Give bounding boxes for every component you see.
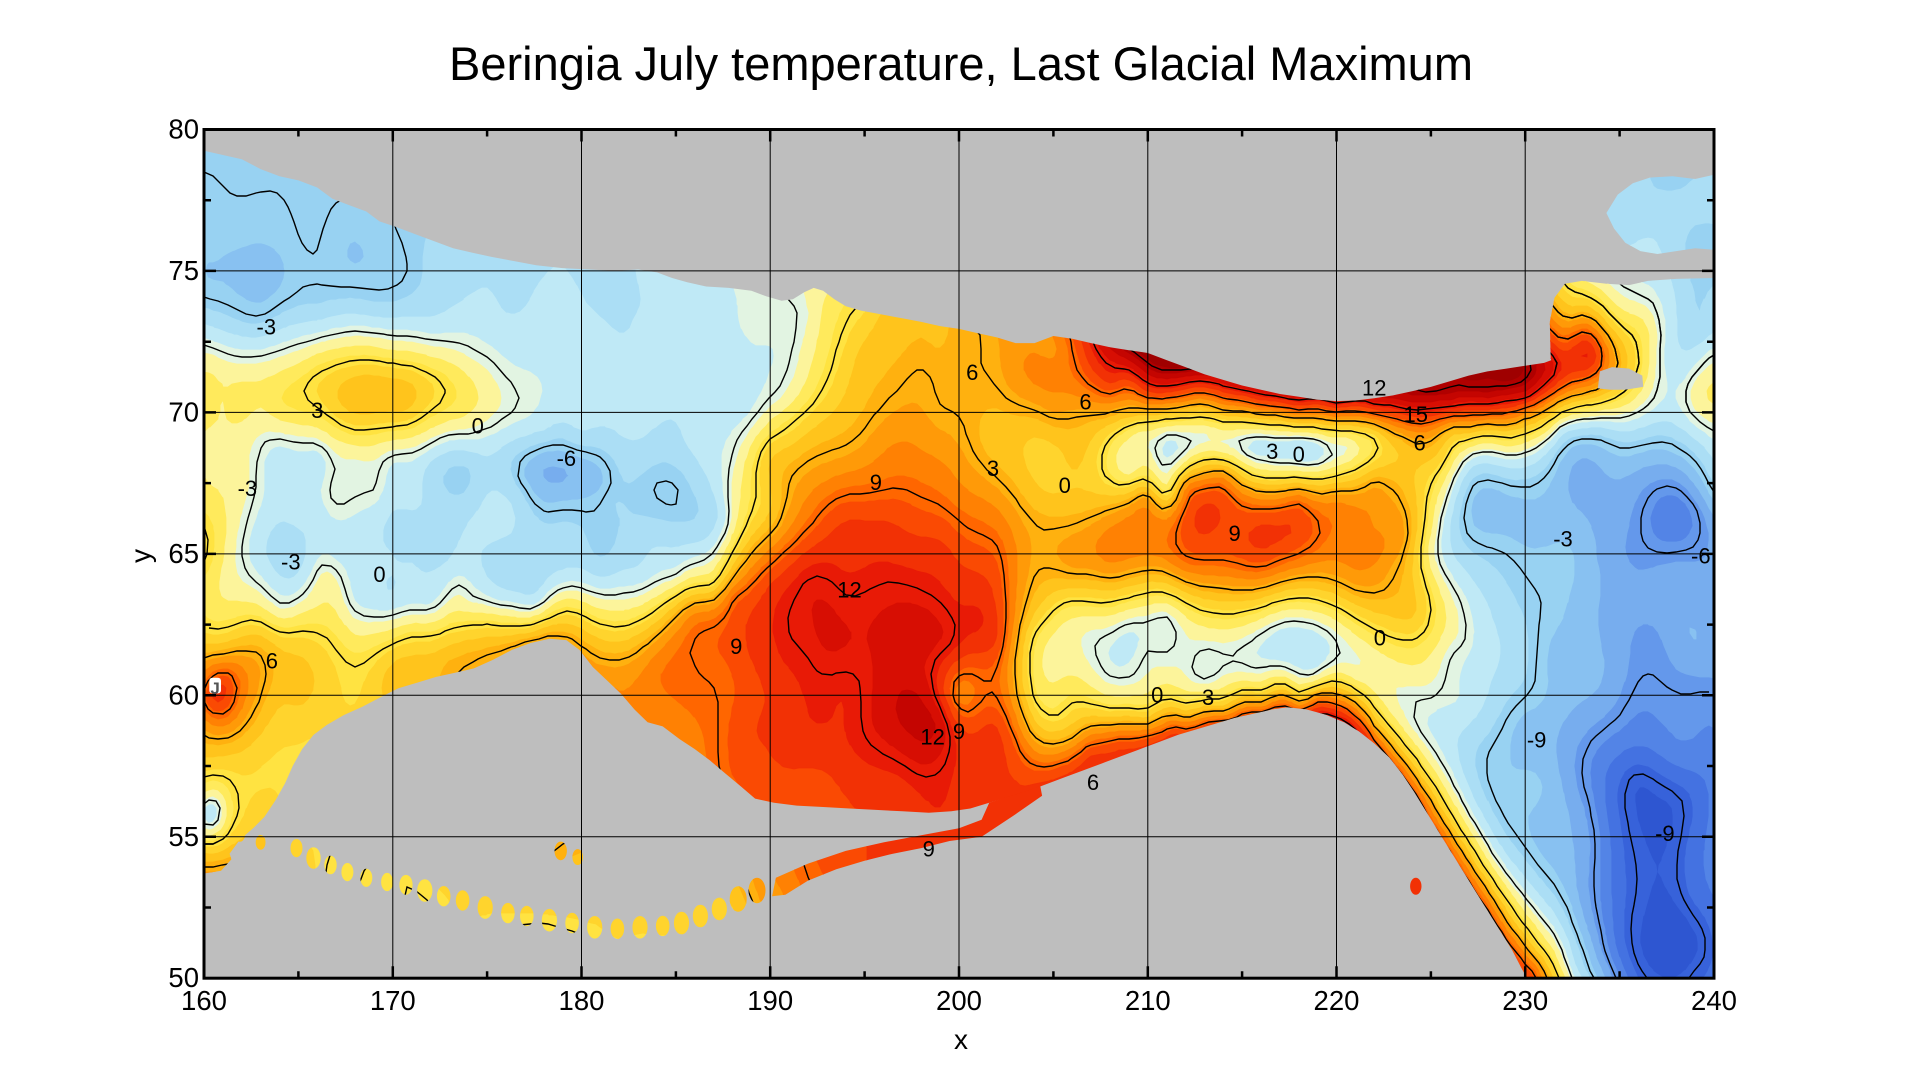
svg-text:160: 160 [181, 985, 227, 1016]
svg-text:0: 0 [1059, 473, 1071, 498]
svg-text:3: 3 [1202, 685, 1214, 710]
svg-text:-9: -9 [1527, 728, 1547, 753]
svg-text:12: 12 [1362, 375, 1386, 400]
svg-text:200: 200 [936, 985, 982, 1016]
svg-text:9: 9 [870, 470, 882, 495]
svg-text:Beringia July temperature, Las: Beringia July temperature, Last Glacial … [449, 37, 1473, 90]
svg-text:0: 0 [1374, 626, 1386, 651]
svg-text:3: 3 [1266, 439, 1278, 464]
svg-text:3: 3 [987, 456, 999, 481]
svg-text:180: 180 [559, 985, 605, 1016]
svg-text:-3: -3 [1553, 527, 1573, 552]
svg-text:0: 0 [373, 562, 385, 587]
svg-text:60: 60 [168, 679, 199, 710]
svg-text:15: 15 [1404, 402, 1428, 427]
svg-text:190: 190 [747, 985, 793, 1016]
svg-text:6: 6 [1079, 390, 1091, 415]
svg-text:240: 240 [1691, 985, 1737, 1016]
svg-text:70: 70 [168, 396, 199, 427]
svg-text:-3: -3 [281, 549, 301, 574]
svg-text:12: 12 [837, 578, 861, 603]
svg-text:6: 6 [1413, 431, 1425, 456]
svg-text:-6: -6 [1691, 544, 1711, 569]
svg-text:y: y [125, 549, 156, 563]
svg-text:6: 6 [1087, 770, 1099, 795]
svg-text:55: 55 [168, 821, 199, 852]
svg-text:75: 75 [168, 255, 199, 286]
svg-text:220: 220 [1314, 985, 1360, 1016]
svg-text:230: 230 [1502, 985, 1548, 1016]
svg-text:J: J [210, 679, 219, 698]
svg-text:-3: -3 [257, 315, 277, 340]
svg-text:0: 0 [1293, 442, 1305, 467]
svg-text:9: 9 [923, 837, 935, 862]
svg-text:6: 6 [966, 360, 978, 385]
svg-text:80: 80 [168, 114, 199, 145]
svg-text:65: 65 [168, 538, 199, 569]
svg-text:3: 3 [311, 398, 323, 423]
svg-text:50: 50 [168, 962, 199, 993]
svg-text:-3: -3 [238, 476, 258, 501]
svg-text:x: x [954, 1024, 968, 1055]
svg-text:-6: -6 [557, 446, 577, 471]
svg-text:12: 12 [920, 725, 944, 750]
svg-text:9: 9 [1228, 521, 1240, 546]
svg-text:-9: -9 [1655, 821, 1675, 846]
svg-text:170: 170 [370, 985, 416, 1016]
svg-text:9: 9 [730, 634, 742, 659]
svg-text:0: 0 [472, 414, 484, 439]
svg-text:210: 210 [1125, 985, 1171, 1016]
svg-text:6: 6 [266, 648, 278, 673]
